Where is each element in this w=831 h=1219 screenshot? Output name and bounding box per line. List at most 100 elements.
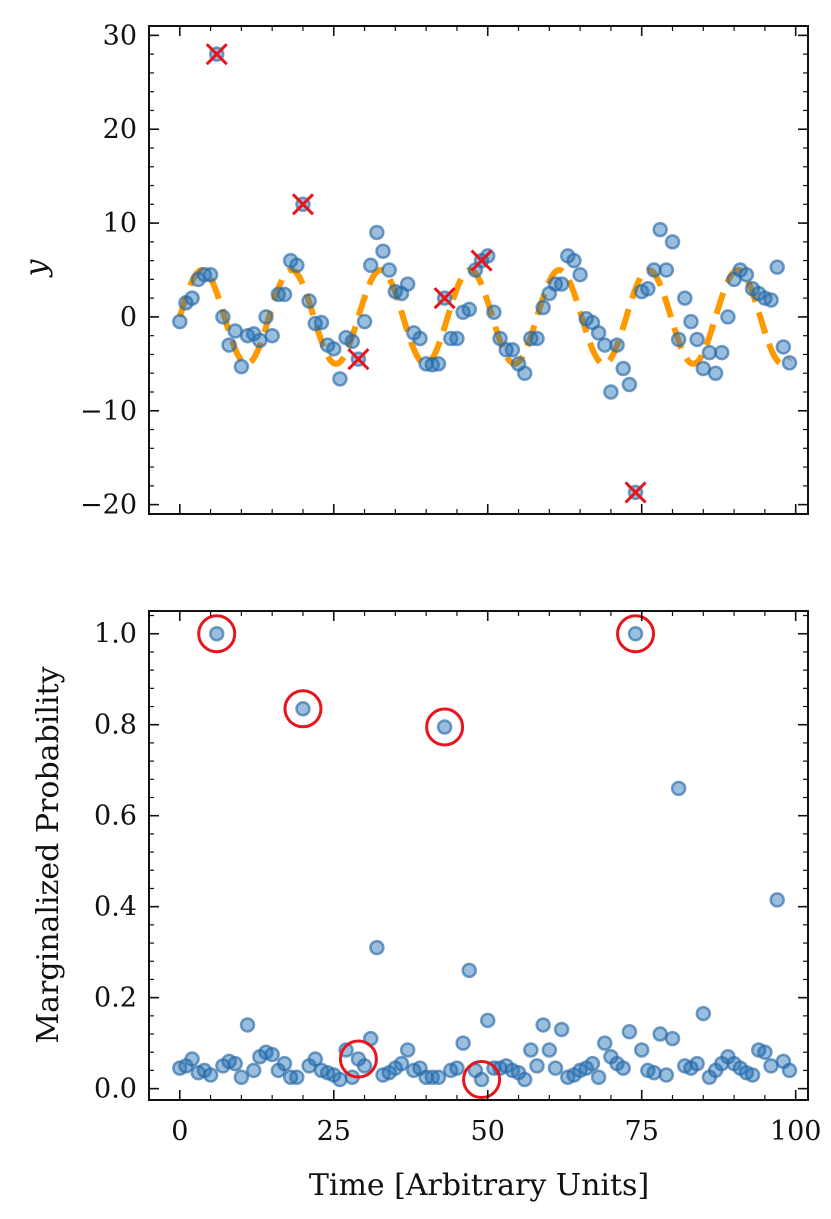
data-point: [264, 327, 280, 344]
data-point: [276, 286, 293, 303]
data-point: [332, 371, 348, 387]
x-tick-label: 0: [171, 1116, 188, 1147]
data-point: [264, 1046, 280, 1063]
data-point: [202, 1067, 219, 1083]
data-point: [301, 293, 317, 309]
data-point: [289, 1069, 305, 1086]
data-point: [276, 1055, 293, 1072]
data-point: [307, 1051, 324, 1067]
x-marker-stroke: [205, 43, 228, 66]
data-point: [227, 1055, 243, 1072]
outlier-x-marker: [624, 481, 647, 504]
data-point: [535, 1017, 551, 1033]
data-point: [461, 301, 478, 318]
data-point: [689, 331, 705, 348]
data-point: [664, 1030, 681, 1047]
data-point: [584, 1055, 601, 1072]
outlier-x-marker: [205, 43, 228, 66]
data-point: [720, 309, 736, 325]
data-point: [523, 1042, 539, 1058]
data-point: [289, 257, 305, 274]
data-point: [652, 1026, 668, 1042]
data-point: [430, 1069, 447, 1086]
data-point: [738, 266, 755, 283]
data-point: [326, 341, 342, 357]
data-point: [621, 376, 638, 393]
x-tick-label: 50: [471, 1116, 505, 1147]
bottom-panel: 0.0 0.2 0.4 0.6 0.8 1.0 0 25 50 75 100 Marginalize…: [31, 610, 821, 1203]
bottom-y-axis-label: Marginalized Probability: [31, 666, 66, 1043]
observation-points-layer: [172, 46, 798, 501]
y-tick-label: 0: [120, 302, 137, 333]
data-point: [215, 309, 231, 325]
data-point: [714, 344, 730, 361]
y-tick-label: 20: [103, 114, 137, 145]
data-point: [430, 356, 447, 372]
data-point: [258, 309, 274, 325]
data-point: [695, 1005, 712, 1022]
data-point: [652, 221, 668, 238]
data-point: [516, 365, 533, 381]
y-tick-label: 30: [103, 20, 137, 51]
data-point: [609, 337, 625, 353]
data-point: [689, 1055, 705, 1072]
data-point: [436, 719, 453, 735]
model-curve-layer: [176, 266, 792, 367]
data-point: [590, 1069, 607, 1086]
y-tick-label: 0.6: [94, 801, 137, 832]
data-point: [627, 625, 644, 642]
data-point: [381, 262, 397, 278]
data-point: [757, 1044, 773, 1060]
data-point: [658, 1067, 675, 1083]
y-tick-label: 10: [103, 208, 137, 239]
data-point: [399, 276, 416, 292]
data-point: [393, 1055, 410, 1072]
outlier-x-marker: [347, 348, 370, 371]
data-point: [763, 1058, 779, 1074]
data-point: [356, 1058, 373, 1074]
outlier-x-marker: [470, 249, 493, 272]
data-point: [781, 355, 798, 371]
data-point: [227, 323, 243, 339]
outlier-circle-marker: [616, 614, 656, 654]
data-point: [658, 262, 675, 278]
outlier-circle-markers-layer: [197, 614, 656, 1100]
data-point: [295, 701, 311, 717]
data-point: [529, 1058, 545, 1074]
data-point: [683, 313, 699, 330]
x-marker-stroke: [624, 481, 647, 504]
data-point: [529, 330, 545, 347]
data-point: [473, 1071, 490, 1088]
data-point: [461, 962, 478, 979]
data-point: [449, 1060, 465, 1076]
y-tick-label: −10: [80, 396, 137, 427]
data-point: [356, 313, 373, 330]
data-point: [252, 332, 268, 349]
data-point: [221, 337, 237, 353]
data-point: [664, 234, 681, 250]
data-point: [455, 1035, 471, 1051]
outlier-x-markers-layer: [205, 43, 647, 504]
data-point: [184, 290, 200, 306]
data-point: [769, 892, 785, 908]
data-point: [615, 1060, 631, 1076]
data-point: [202, 266, 219, 283]
data-point: [640, 281, 656, 297]
data-point: [695, 360, 712, 377]
data-point: [633, 1042, 650, 1058]
y-tick-label: 1.0: [94, 619, 137, 650]
outlier-x-marker: [291, 193, 315, 216]
data-point: [492, 330, 508, 347]
x-marker-stroke: [433, 287, 456, 310]
data-point: [615, 360, 631, 377]
data-point: [769, 259, 785, 275]
data-point: [172, 313, 188, 330]
data-point: [449, 330, 465, 347]
data-point: [208, 625, 225, 642]
bottom-plot-frame: [148, 610, 809, 1101]
data-point: [646, 262, 662, 278]
x-tick-label: 75: [625, 1116, 659, 1147]
top-y-axis-label: y: [19, 258, 54, 278]
data-point: [375, 243, 391, 259]
